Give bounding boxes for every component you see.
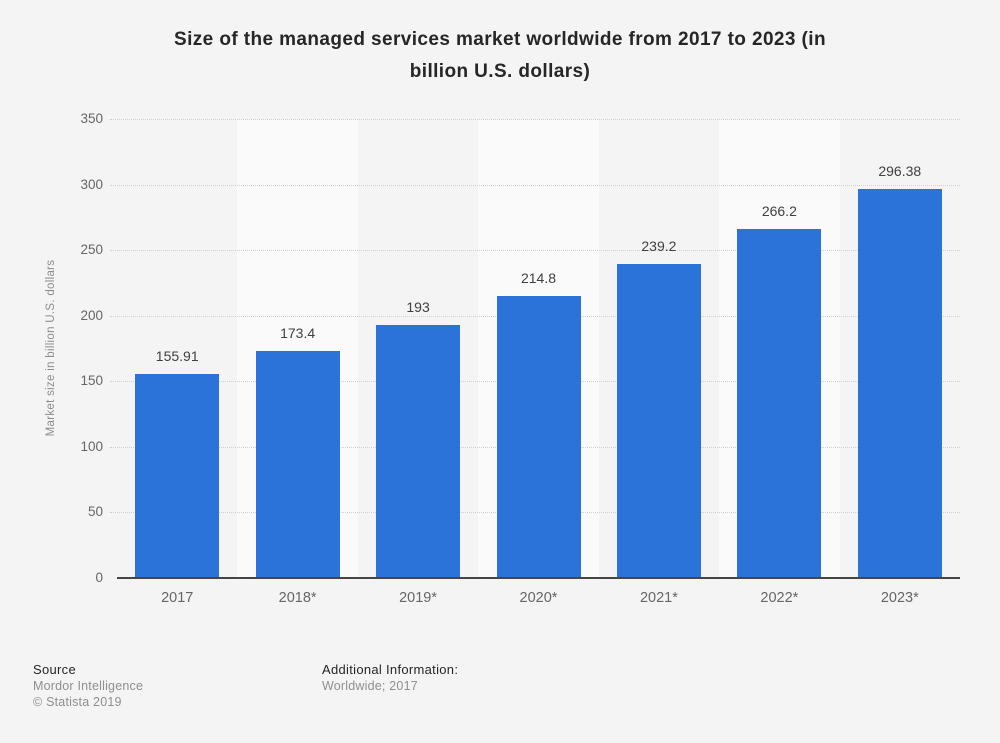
y-axis-tick-label: 150 <box>80 373 103 389</box>
bar-2018*[interactable] <box>255 350 340 578</box>
bar-value-label: 155.91 <box>155 347 199 364</box>
gridline <box>110 184 960 186</box>
chart-title-line1: Size of the managed services market worl… <box>174 29 826 50</box>
y-axis-tick-label: 300 <box>80 176 103 192</box>
gridline <box>110 119 960 120</box>
bar-2021*[interactable] <box>616 264 701 578</box>
copyright: © Statista 2019 <box>33 695 122 709</box>
additional-info-label: Additional Information: <box>322 662 459 677</box>
source-block: Source Mordor Intelligence © Statista 20… <box>33 661 143 710</box>
y-axis-tick-label: 0 <box>95 570 103 585</box>
y-axis-tick-label: 100 <box>80 438 103 454</box>
bar-value-label: 266.2 <box>761 202 797 219</box>
chart-title-line2: billion U.S. dollars) <box>409 61 591 82</box>
x-axis-label: 2018* <box>278 590 317 606</box>
y-axis-tick-label: 200 <box>80 307 103 323</box>
x-axis-line <box>117 577 960 579</box>
bar-2023*[interactable] <box>857 189 942 578</box>
bar-value-label: 239.2 <box>641 238 677 255</box>
bar-value-label: 214.8 <box>520 270 557 287</box>
source-label: Source <box>33 662 76 677</box>
bar-2017[interactable] <box>135 373 220 578</box>
x-axis-label: 2017 <box>161 590 194 606</box>
bar-value-label: 193 <box>406 298 430 315</box>
x-axis-label: 2022* <box>760 590 799 606</box>
source-name: Mordor Intelligence <box>33 679 144 693</box>
additional-info-block: Additional Information: Worldwide; 2017 <box>322 661 458 694</box>
bar-2020*[interactable] <box>496 296 581 578</box>
x-axis-label: 2020* <box>519 590 558 606</box>
y-axis-tick-label: 250 <box>80 242 103 258</box>
chart-title: Size of the managed services market worl… <box>0 24 1000 88</box>
y-axis-title: Market size in billion U.S. dollars <box>45 259 57 437</box>
plot-area: 155.91 2017 173.4 2018* 193 2019* 214.8 2020* 23… <box>110 119 960 606</box>
bar-2019*[interactable] <box>376 324 461 578</box>
bar-value-label: 296.38 <box>878 163 922 180</box>
bar-2022*[interactable] <box>737 228 822 578</box>
y-axis-tick-label: 50 <box>87 504 103 520</box>
gridline <box>110 250 960 252</box>
additional-info-value: Worldwide; 2017 <box>322 679 418 693</box>
x-axis-label: 2023* <box>880 590 919 606</box>
x-axis-label: 2021* <box>639 590 678 606</box>
x-axis-label: 2019* <box>399 590 437 606</box>
bar-value-label: 173.4 <box>280 324 316 341</box>
y-axis-tick-label: 350 <box>80 111 103 126</box>
